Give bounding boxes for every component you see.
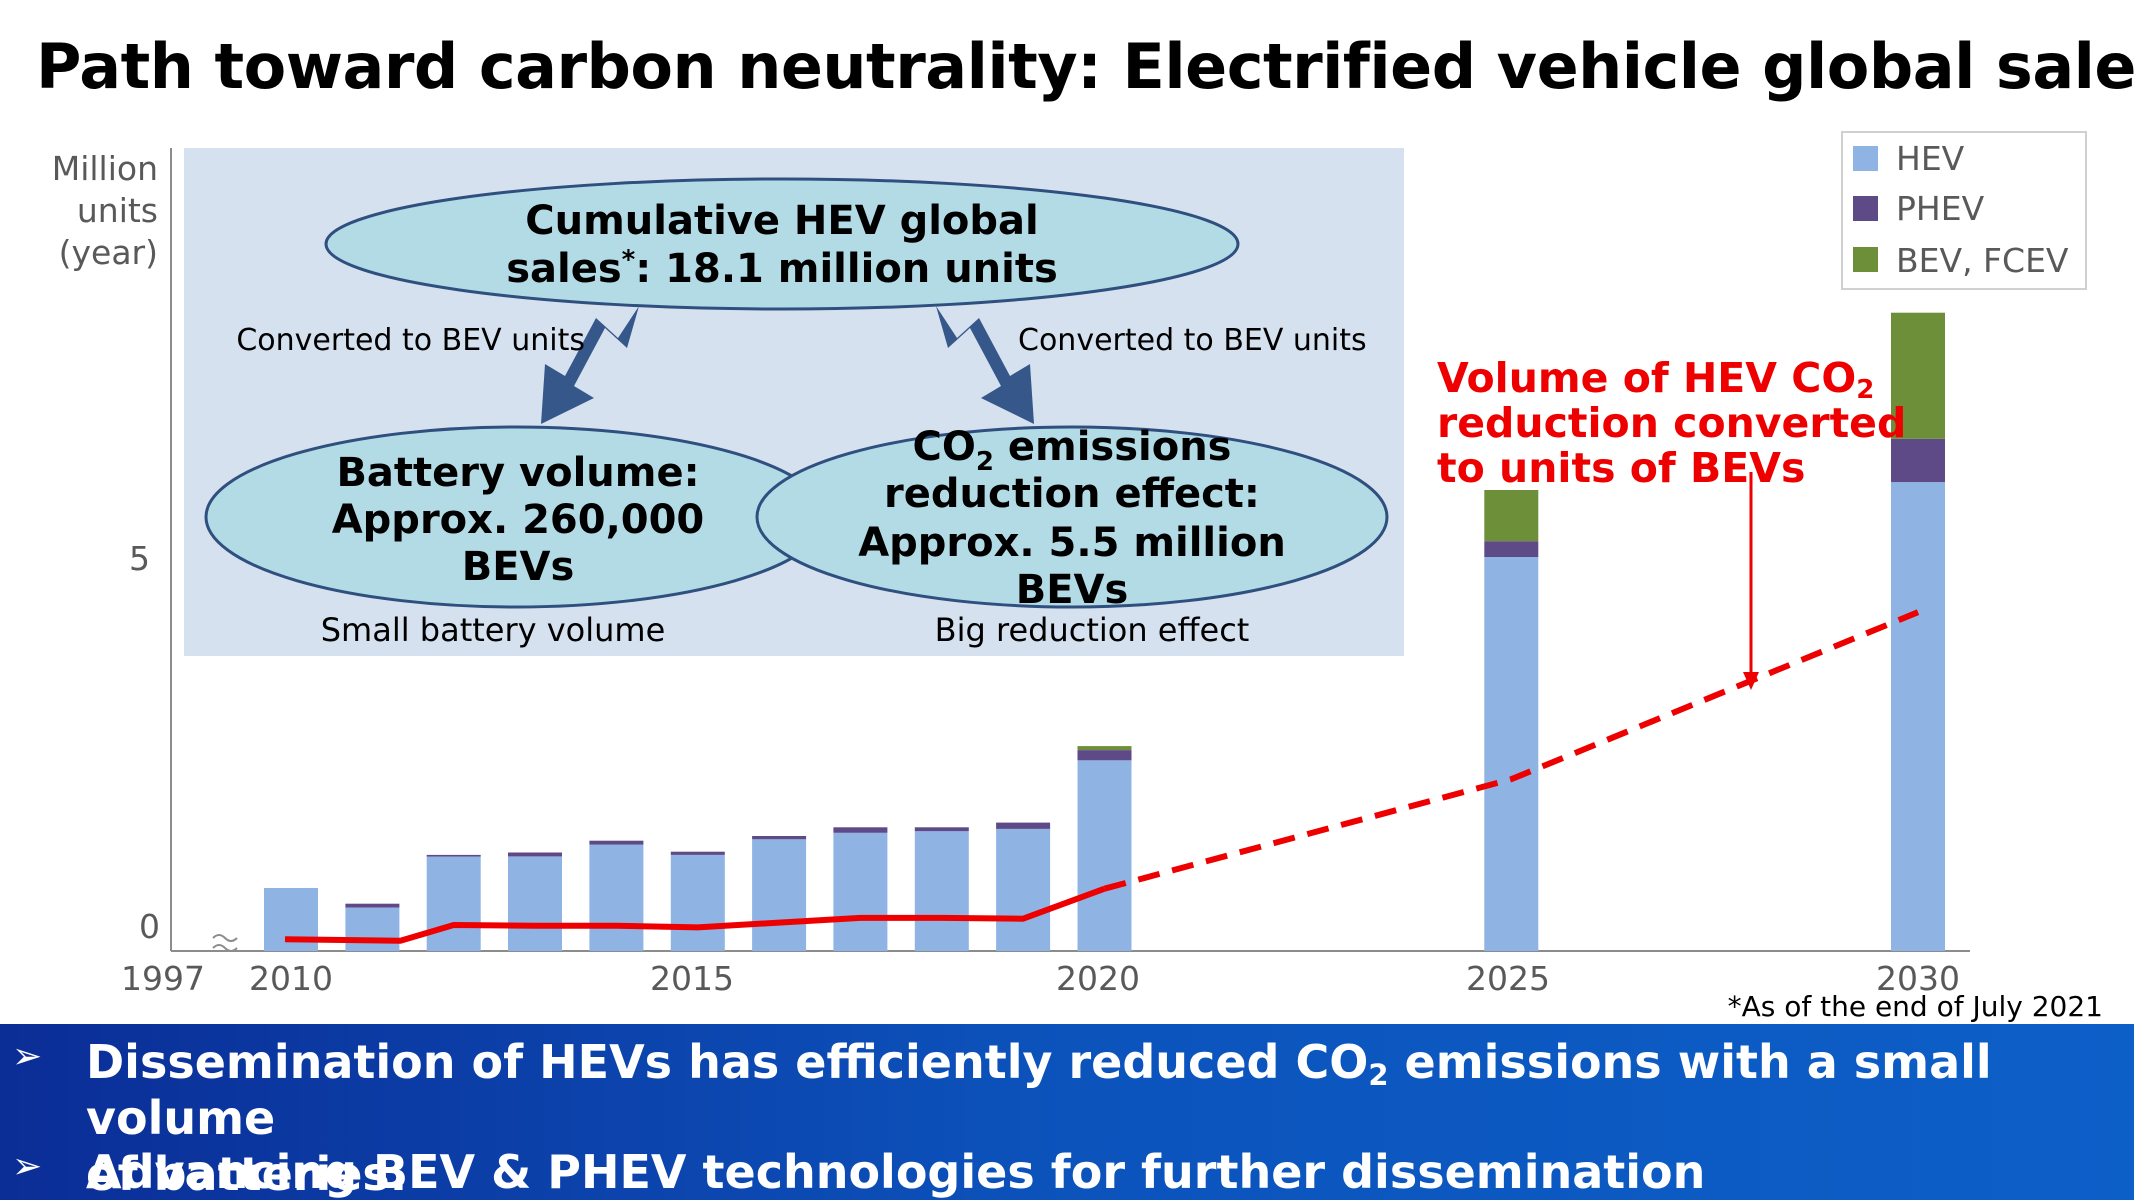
bar-hev-2020 [1077, 760, 1132, 951]
annotation-arrow [1743, 472, 1759, 690]
cumulative-hev-units: : 18.1 million units [635, 246, 1058, 292]
co2-reduction-ellipse [755, 425, 1389, 609]
x-axis-break-label: 1997 [121, 959, 205, 998]
summary-banner: ➢ Dissemination of HEVs has efficiently … [0, 1024, 2134, 1202]
bar-hev-2012 [426, 856, 481, 951]
x-tick-label: 2025 [1466, 959, 1550, 998]
bullet-text-part: of batteries. [86, 1147, 408, 1201]
co2-reduction-line-projected [1103, 609, 1920, 892]
y-axis-label-line-3: (year) [59, 233, 158, 272]
right-caption: Big reduction effect [935, 611, 1250, 649]
bar-hev-2025 [1484, 557, 1539, 951]
right-arrow-label: Converted to BEV units [1018, 323, 1367, 358]
legend-swatch-phev [1853, 196, 1878, 221]
y-tick-label: 5 [129, 539, 150, 578]
bar-phev-2014 [589, 840, 644, 845]
bar-phev-2020 [1077, 750, 1132, 761]
bar-hev-2014 [589, 844, 644, 951]
bar-hev-2013 [508, 856, 562, 951]
bar-bev-fcev-2020 [1077, 746, 1132, 750]
bar-hev-2016 [752, 839, 807, 951]
bullet-text-part: emissions with a small volume [86, 1035, 1992, 1145]
battery-volume-line-3: BEVs [462, 544, 575, 590]
left-double-arrow [541, 306, 639, 424]
co2-annotation-text: Volume of HEV CO [1437, 354, 1857, 402]
co2-annotation: Volume of HEV CO2 reduction converted to… [1437, 356, 1937, 491]
legend-label: PHEV [1896, 189, 1985, 228]
co2-annotation-line-3: to units of BEVs [1437, 444, 1806, 492]
co2-reduction-line-2: reduction effect: [884, 471, 1260, 517]
bar-phev-2015 [670, 851, 725, 855]
legend-box [1841, 131, 2087, 290]
co2-label: CO [913, 424, 976, 470]
y-axis-label-line-2: units [77, 191, 158, 230]
bar-bev-fcev-2030 [1891, 312, 1945, 439]
left-arrow-label: Converted to BEV units [236, 323, 585, 358]
legend-label: HEV [1896, 139, 1965, 178]
co2-annotation-line-2: reduction converted [1437, 399, 1907, 447]
bar-hev-2011 [345, 907, 400, 951]
y-axis-label-line-1: Million [52, 149, 158, 188]
bar-phev-2018 [914, 827, 969, 832]
x-tick-label: 2030 [1876, 959, 1960, 998]
info-panel: Cumulative HEV global sales*: 18.1 milli… [184, 148, 1404, 656]
battery-volume-line-2: Approx. 260,000 [332, 497, 705, 543]
footnote: *As of the end of July 2021 [1727, 990, 2103, 1023]
bullet-text-part: Dissemination of HEVs has efficiently re… [86, 1035, 1369, 1089]
x-tick-label: 2015 [650, 959, 734, 998]
co2-annotation-line-1: Volume of HEV CO2 [1437, 354, 1937, 404]
co2-reduction-line-3: Approx. 5.5 million [858, 520, 1286, 566]
legend-swatch-bev-fcev [1853, 247, 1878, 272]
bar-hev-2019 [996, 828, 1051, 951]
bar-phev-2025 [1484, 541, 1539, 557]
bar-hev-2030 [1891, 482, 1945, 951]
bar-hev-2015 [670, 854, 725, 951]
bar-phev-2017 [833, 827, 888, 833]
co2-reduction-line-1: CO2 emissions [913, 424, 1232, 477]
bar-phev-2016 [752, 836, 807, 840]
bar-hev-2018 [914, 831, 969, 951]
bullet-arrow-icon: ➢ [12, 1146, 43, 1187]
co2-reduction-line-group [284, 609, 1920, 944]
bar-phev-2011 [345, 903, 400, 908]
bar-phev-2030 [1891, 438, 1945, 483]
asterisk-superscript: * [622, 245, 636, 275]
co2-annotation-subscript: 2 [1856, 375, 1875, 405]
cumulative-hev-line-1: Cumulative HEV global [525, 198, 1039, 244]
legend-swatch-hev [1853, 146, 1878, 171]
bullet-arrow-icon: ➢ [12, 1036, 43, 1077]
cumulative-hev-ellipse [324, 177, 1240, 311]
bar-phev-2013 [508, 852, 562, 857]
axis-break-mark [212, 934, 238, 952]
co2-subscript: 2 [1368, 1058, 1389, 1092]
bullet-text: Advancing BEV & PHEV technologies for fu… [86, 1145, 1706, 1199]
page-title: Path toward carbon neutrality: Electrifi… [36, 30, 2134, 103]
co2-subscript: 2 [976, 447, 994, 477]
bullet-text: Dissemination of HEVs has efficiently re… [86, 1034, 2116, 1202]
bar-group [264, 312, 1945, 951]
bar-phev-2019 [996, 822, 1051, 829]
co2-emissions-word: emissions [994, 424, 1232, 470]
bar-phev-2012 [426, 854, 481, 857]
x-tick-label: 2010 [249, 959, 333, 998]
cumulative-hev-sales-word: sales [506, 246, 621, 292]
cumulative-hev-line-2: sales*: 18.1 million units [506, 245, 1058, 292]
right-double-arrow [936, 306, 1034, 424]
legend-label: BEV, FCEV [1896, 241, 2069, 280]
left-caption: Small battery volume [321, 611, 666, 649]
y-tick-label: 0 [139, 907, 160, 946]
bar-hev-2017 [833, 832, 888, 951]
x-tick-label: 2020 [1056, 959, 1140, 998]
co2-reduction-line-4: BEVs [1016, 567, 1129, 613]
battery-volume-line-1: Battery volume: [336, 450, 699, 496]
co2-reduction-line-actual [284, 885, 1106, 944]
bar-bev-fcev-2025 [1484, 490, 1539, 542]
legend: HEV PHEV BEV, FCEV [1841, 131, 2087, 290]
sales-chart: Million units (year) 0 5 1997 2010 2015 … [52, 131, 2087, 998]
